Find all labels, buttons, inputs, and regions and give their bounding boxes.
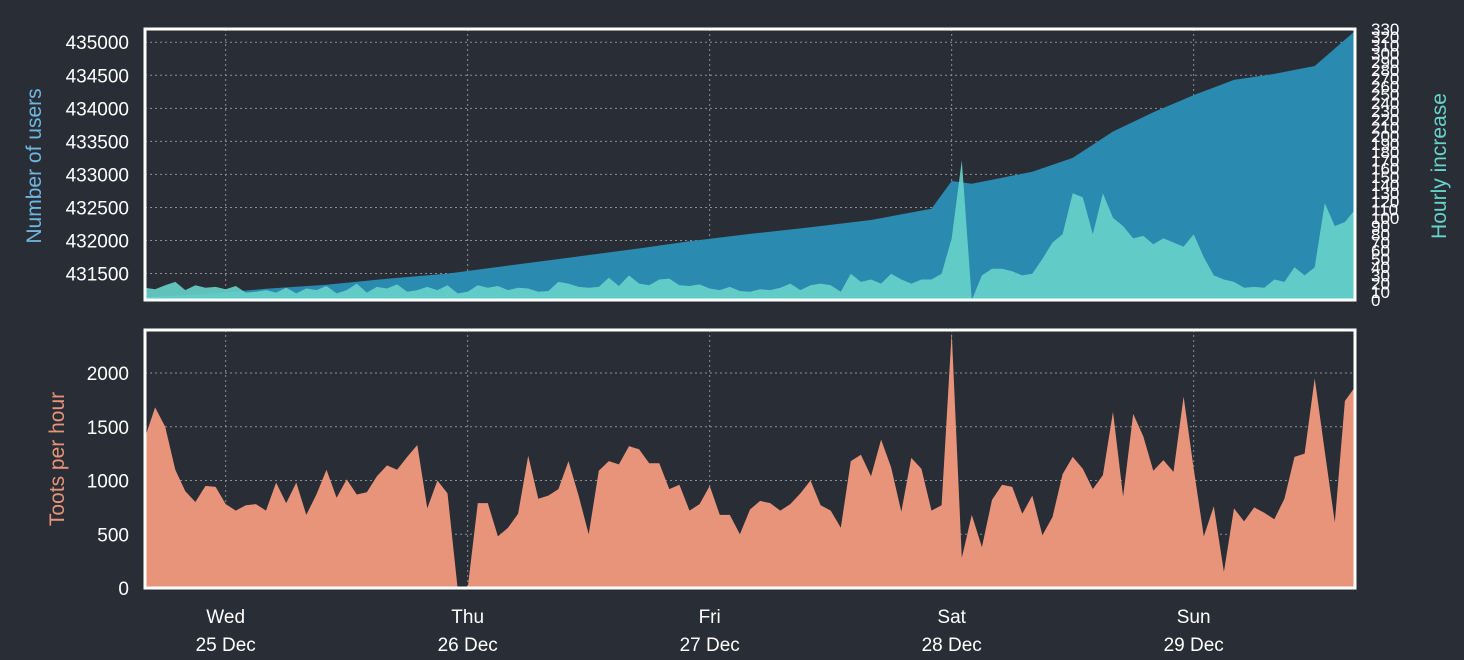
users-tick-label: 432500 (66, 198, 129, 219)
hourly-tick-label: 190 (1371, 135, 1399, 154)
hourly-increase-area (145, 160, 1355, 300)
users-axis-label: Number of users (23, 88, 46, 243)
hourly-tick-label: 220 (1371, 110, 1399, 129)
toots-tick-label: 500 (97, 525, 129, 546)
toots-tick-label: 1500 (87, 418, 129, 439)
hourly-tick-label: 280 (1371, 61, 1399, 80)
users-tick-label: 434500 (66, 66, 129, 87)
hourly-tick-label: 250 (1371, 86, 1399, 105)
x-tick-day: Fri (699, 607, 721, 628)
x-tick-date: 26 Dec (438, 635, 498, 656)
x-tick-day: Sun (1177, 607, 1211, 628)
x-tick-date: 25 Dec (196, 635, 256, 656)
hourly-tick-label: 110 (1371, 201, 1398, 220)
hourly-axis-ticks: 0102030405060708090100110120130140150160… (1371, 20, 1399, 310)
toots-tick-label: 1000 (87, 472, 129, 493)
hourly-tick-label: 170 (1371, 151, 1399, 170)
toots-panel: 0 500 1000 1500 2000 Toots per hour (46, 328, 1357, 600)
toots-tick-label: 0 (118, 579, 129, 600)
hourly-tick-label: 140 (1371, 176, 1399, 195)
users-tick-label: 431500 (66, 265, 129, 286)
hourly-tick-label: 240 (1371, 94, 1399, 113)
x-tick-day: Sat (937, 607, 966, 628)
toots-tick-label: 2000 (87, 364, 129, 385)
users-axis-ticks: 431500 432000 432500 433000 433500 434000 4345… (66, 33, 129, 285)
users-panel: 431500 432000 432500 433000 433500 434000 4345… (23, 20, 1451, 310)
hourly-tick-label: 50 (1371, 250, 1390, 269)
hourly-axis-label: Hourly increase (1428, 93, 1451, 239)
users-tick-label: 432000 (66, 232, 129, 253)
toots-axis-label: Toots per hour (46, 392, 69, 526)
hourly-tick-label: 40 (1371, 258, 1390, 277)
hourly-tick-label: 320 (1371, 28, 1399, 47)
users-area (145, 31, 1355, 300)
hourly-tick-label: 90 (1371, 217, 1390, 236)
hourly-tick-label: 180 (1371, 143, 1399, 162)
hourly-tick-label: 210 (1371, 119, 1399, 138)
hourly-tick-label: 130 (1371, 184, 1399, 203)
hourly-tick-label: 10 (1371, 283, 1390, 302)
users-tick-label: 433000 (66, 165, 129, 186)
hourly-tick-label: 30 (1371, 266, 1390, 285)
x-tick-date: 29 Dec (1164, 635, 1224, 656)
hourly-tick-label: 160 (1371, 160, 1399, 179)
hourly-tick-label: 120 (1371, 192, 1399, 211)
hourly-tick-label: 260 (1371, 77, 1399, 96)
hourly-tick-label: 150 (1371, 168, 1399, 187)
toots-axis-ticks: 0 500 1000 1500 2000 (87, 364, 129, 600)
hourly-tick-label: 290 (1371, 53, 1399, 72)
hourly-tick-label: 230 (1371, 102, 1399, 121)
hourly-tick-label: 20 (1371, 275, 1390, 294)
users-tick-label: 434000 (66, 99, 129, 120)
users-tick-label: 435000 (66, 33, 129, 54)
hourly-tick-label: 70 (1371, 234, 1390, 253)
hourly-tick-label: 60 (1371, 242, 1390, 261)
hourly-tick-label: 300 (1371, 45, 1399, 64)
x-tick-day: Wed (206, 607, 245, 628)
hourly-tick-label: 310 (1371, 36, 1399, 55)
x-tick-date: 28 Dec (922, 635, 982, 656)
hourly-tick-label: 200 (1371, 127, 1399, 146)
hourly-tick-label: 330 (1371, 20, 1399, 39)
x-tick-day: Thu (451, 607, 484, 628)
hourly-tick-label: 0 (1371, 291, 1380, 310)
toots-area (145, 332, 1355, 588)
users-panel-frame (143, 27, 1357, 302)
date-axis: Wed 25 Dec Thu 26 Dec Fri 27 Dec Sat 28 Dec Sun 2… (196, 607, 1224, 656)
users-tick-label: 433500 (66, 132, 129, 153)
hourly-tick-label: 80 (1371, 225, 1390, 244)
toots-panel-frame (143, 328, 1357, 590)
hourly-tick-label: 270 (1371, 69, 1399, 88)
hourly-tick-label: 100 (1371, 209, 1399, 228)
x-tick-date: 27 Dec (680, 635, 740, 656)
